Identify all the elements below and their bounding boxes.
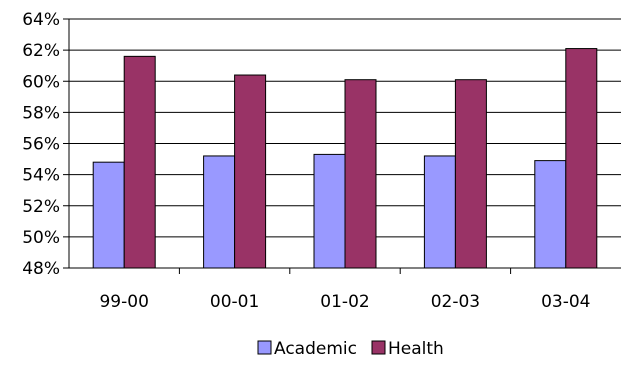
y-tick-label: 54% <box>22 166 60 186</box>
bar-academic-99-00 <box>93 162 124 268</box>
x-tick-label: 03-04 <box>541 292 590 312</box>
y-tick-label: 48% <box>22 259 60 279</box>
y-tick-label: 62% <box>22 41 60 61</box>
legend-swatch-academic <box>258 341 271 354</box>
bar-health-02-03 <box>455 80 486 268</box>
x-tick-label: 01-02 <box>320 292 369 312</box>
legend-swatch-health <box>372 341 385 354</box>
x-tick-label: 02-03 <box>431 292 480 312</box>
y-tick-label: 60% <box>22 72 60 92</box>
x-tick-labels: 99-00 00-01 01-02 02-03 03-04 <box>99 268 590 312</box>
bar-academic-02-03 <box>424 156 455 268</box>
bar-health-00-01 <box>235 75 266 268</box>
bar-academic-00-01 <box>204 156 235 268</box>
legend: Academic Health <box>258 339 444 359</box>
x-tick-label: 99-00 <box>99 292 148 312</box>
bar-health-01-02 <box>345 80 376 268</box>
y-tick-label: 56% <box>22 135 60 155</box>
y-tick-label: 50% <box>22 228 60 248</box>
bar-academic-03-04 <box>535 161 566 268</box>
y-tick-label: 52% <box>22 197 60 217</box>
y-tick-labels: 48% 50% 52% 54% 56% 58% 60% 62% 64% <box>22 10 60 279</box>
bar-health-99-00 <box>124 56 155 268</box>
y-tick-label: 64% <box>22 10 60 30</box>
legend-label-academic: Academic <box>274 339 357 359</box>
legend-label-health: Health <box>388 339 444 359</box>
y-tick-label: 58% <box>22 103 60 123</box>
bar-health-03-04 <box>566 49 597 268</box>
bar-academic-01-02 <box>314 154 345 268</box>
x-tick-label: 00-01 <box>210 292 259 312</box>
